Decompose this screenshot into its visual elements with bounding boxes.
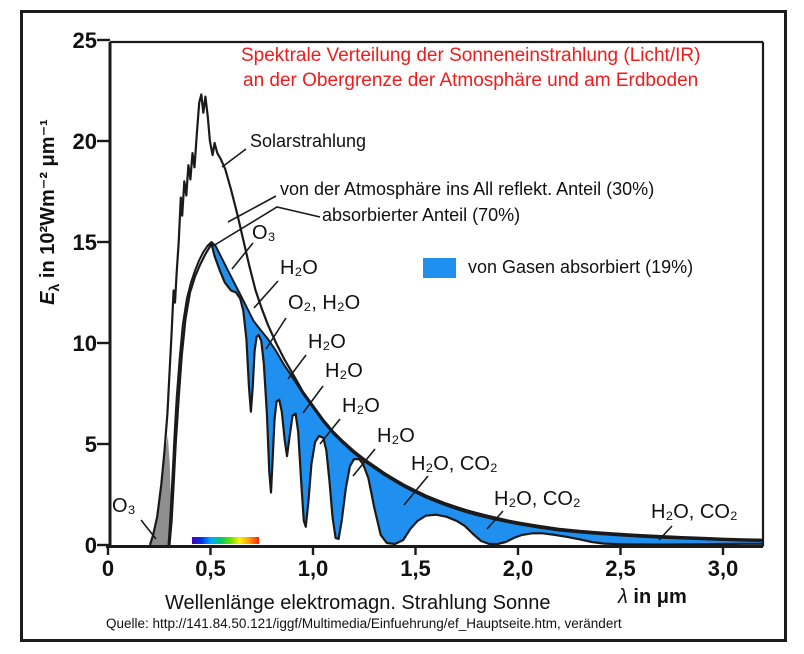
annotation-h2o-1: H₂O xyxy=(280,257,318,279)
after-reflection-curve xyxy=(167,241,765,546)
pointer-line-o3-top xyxy=(231,242,254,270)
pointer-line-h2o-1 xyxy=(253,280,279,309)
pointer-line-o2-h2o xyxy=(265,317,287,350)
y-axis-symbol: E xyxy=(37,291,59,305)
x-axis-unit: λ in μm xyxy=(618,586,687,609)
y-tick-label: 20 xyxy=(72,129,97,154)
pointer-line-absorbiert xyxy=(212,206,321,247)
x-tick-label: 2,5 xyxy=(605,556,636,581)
pointer-line-h2o-co2-2 xyxy=(486,510,504,530)
chart-title-line2: an der Obergrenze der Atmosphäre und am … xyxy=(243,70,699,91)
annotation-h2o-co2-2: H₂O, CO₂ xyxy=(494,488,581,510)
pointer-line-h2o-4 xyxy=(319,418,341,445)
pointer-line-h2o-2 xyxy=(287,354,307,380)
visible-spectrum-bar xyxy=(192,537,259,544)
pointer-line-reflekt xyxy=(227,195,277,223)
x-axis-unit-text: in μm xyxy=(627,586,687,608)
y-tick-label: 15 xyxy=(72,230,97,255)
x-tick-label: 1,5 xyxy=(400,556,431,581)
y-tick-label: 25 xyxy=(72,28,97,53)
gas-absorption-fill xyxy=(211,242,764,545)
annotation-absorbiert: absorbierter Anteil (70%) xyxy=(322,205,521,225)
ground-level-curve xyxy=(168,242,764,546)
x-tick-label: 1,0 xyxy=(297,556,329,581)
lambda-symbol: λ xyxy=(618,586,628,608)
pointer-line-h2o-co2-3 xyxy=(658,525,673,541)
source-credit: Quelle: http://141.84.50.121/iggf/Multim… xyxy=(106,616,622,631)
pointer-line-h2o-3 xyxy=(302,385,324,414)
x-axis-title: Wellenlänge elektromagn. Strahlung Sonne xyxy=(165,592,551,614)
toa-solar-curve xyxy=(148,93,765,546)
annotation-o2-h2o: O₂, H₂O xyxy=(288,292,361,314)
annotation-o3-top: O₃ xyxy=(252,222,276,244)
annotation-h2o-2: H₂O xyxy=(308,331,346,353)
y-tick-label: 0 xyxy=(84,533,97,558)
outer-frame xyxy=(20,10,787,642)
annotation-h2o-4: H₂O xyxy=(342,395,380,417)
pointer-line-solarstrahlung xyxy=(221,148,247,168)
x-tick-label: 2,0 xyxy=(502,556,534,581)
x-tick-label: 3,0 xyxy=(707,556,739,581)
legend-blue-swatch xyxy=(423,258,456,278)
annotation-solarstrahlung: Solarstrahlung xyxy=(250,131,367,151)
legend-label: von Gasen absorbiert (19%) xyxy=(468,257,694,277)
y-axis-symbol-sub: λ xyxy=(46,283,62,292)
pointer-line-o3-bottom xyxy=(140,519,157,540)
y-tick-label: 5 xyxy=(84,432,97,457)
annotation-h2o-co2-3: H₂O, CO₂ xyxy=(651,501,738,523)
x-tick-label: 0 xyxy=(101,556,115,581)
y-axis-title: Eλ in 10²Wm⁻² μm⁻¹ xyxy=(35,82,62,342)
x-tick-label: 0,5 xyxy=(195,556,226,581)
annotation-h2o-co2-1: H₂O, CO₂ xyxy=(411,453,498,475)
annotation-h2o-3: H₂O xyxy=(325,360,363,382)
chart-title-line1: Spektrale Verteilung der Sonneneinstrahl… xyxy=(241,45,701,66)
annotation-o3-bottom: O₃ xyxy=(112,495,136,517)
pointer-line-h2o-5 xyxy=(352,448,376,477)
y-tick-label: 10 xyxy=(72,331,97,356)
annotation-reflekt: von der Atmosphäre ins All reflekt. Ante… xyxy=(280,179,655,199)
annotation-h2o-5: H₂O xyxy=(377,425,415,447)
pointer-line-h2o-co2-1 xyxy=(403,475,429,506)
